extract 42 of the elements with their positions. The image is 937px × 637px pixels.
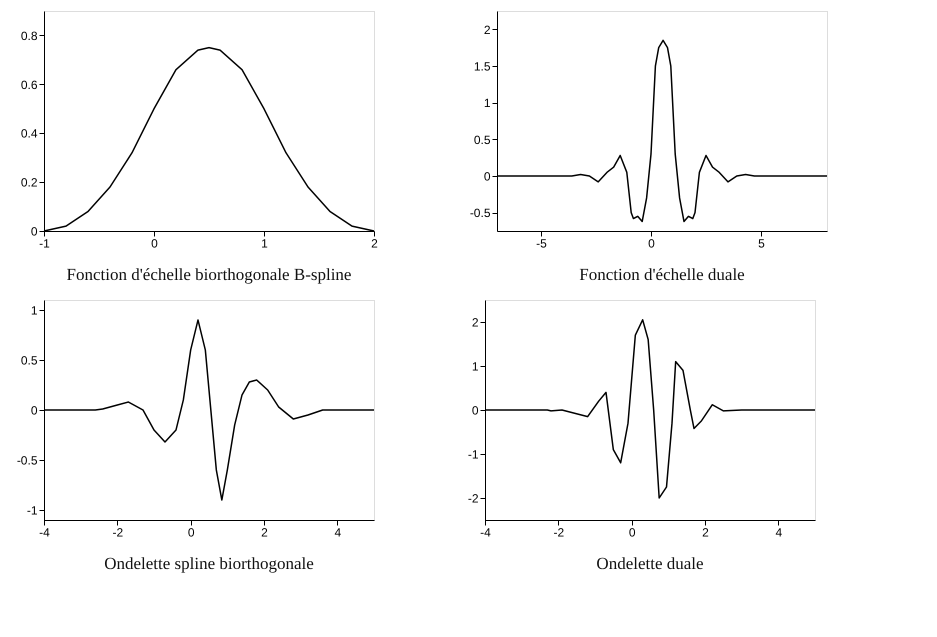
x-tick-label: -5 xyxy=(536,236,548,250)
x-tick-label: 5 xyxy=(758,236,766,250)
x-tick-label: 4 xyxy=(775,526,782,540)
x-tick-label: 2 xyxy=(702,526,710,540)
y-tick-label: 2 xyxy=(484,22,491,37)
y-tick-label: 0.2 xyxy=(20,176,38,190)
x-tick-label: -2 xyxy=(553,526,564,540)
text: Fonction d'échelle biorthogonale B-spline xyxy=(66,265,352,284)
y-tick-label: -2 xyxy=(468,492,479,506)
y-tick-label: 1 xyxy=(484,96,491,110)
y-tick-label: 0 xyxy=(484,170,491,184)
y-tick-label: 1.5 xyxy=(474,60,491,74)
x-tick-label: 1 xyxy=(261,236,268,250)
x-tick-label: 0 xyxy=(151,236,158,250)
x-tick-label: 0 xyxy=(648,236,656,250)
text: Fonction d'échelle duale xyxy=(579,265,745,284)
x-tick-label: -2 xyxy=(112,526,124,540)
y-tick-label: 0.5 xyxy=(474,132,491,147)
y-tick-label: -1 xyxy=(468,448,479,462)
y-tick-label: 1 xyxy=(30,304,38,318)
x-tick-label: 2 xyxy=(261,526,268,540)
x-tick-label: 0 xyxy=(188,526,195,540)
y-tick-label: 0 xyxy=(30,404,38,418)
y-tick-label: 0.8 xyxy=(20,28,38,43)
x-tick-label: -4 xyxy=(39,526,50,540)
y-tick-label: 2 xyxy=(472,316,479,330)
text: Ondelette duale xyxy=(596,554,704,573)
x-tick-label: 2 xyxy=(371,236,378,250)
y-tick-label: -1 xyxy=(26,504,38,518)
y-tick-label: 0.5 xyxy=(20,354,38,368)
y-tick-label: 1 xyxy=(472,360,479,374)
y-tick-label: 0 xyxy=(472,404,479,418)
x-tick-label: 4 xyxy=(334,526,342,540)
y-tick-label: -0.5 xyxy=(16,454,38,468)
y-tick-label: 0.6 xyxy=(20,78,38,92)
x-tick-label: -4 xyxy=(480,526,492,540)
x-tick-label: 0 xyxy=(628,526,636,540)
y-tick-label: 0 xyxy=(30,224,38,238)
y-tick-label: 0.4 xyxy=(20,126,38,141)
y-tick-label: -0.5 xyxy=(470,206,491,220)
x-tick-label: -1 xyxy=(39,236,50,250)
text: Ondelette spline biorthogonale xyxy=(104,554,314,573)
